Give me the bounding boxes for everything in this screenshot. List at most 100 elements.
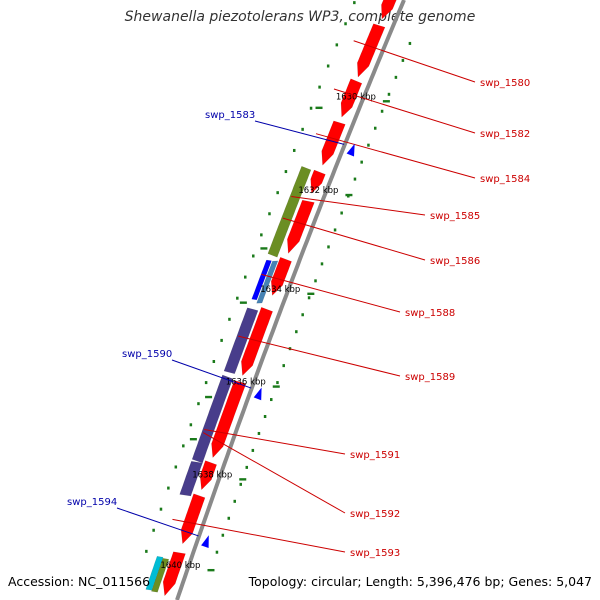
leader-line bbox=[204, 428, 346, 455]
tick-mark bbox=[344, 22, 347, 26]
tick-mark bbox=[309, 106, 313, 110]
tick-mark bbox=[276, 191, 279, 195]
tick-mark bbox=[367, 143, 370, 147]
major-tick bbox=[307, 292, 315, 295]
cds-arrow[interactable] bbox=[310, 169, 326, 194]
cds-arrow[interactable] bbox=[357, 23, 386, 78]
scale-label: 1640 kbp bbox=[160, 561, 200, 571]
tick-mark bbox=[236, 296, 239, 300]
cds-arrow[interactable] bbox=[321, 120, 346, 166]
tick-mark bbox=[189, 423, 193, 427]
feature-label-swp-1580[interactable]: swp_1580 bbox=[480, 78, 530, 89]
feature-label-swp-1588[interactable]: swp_1588 bbox=[405, 308, 455, 319]
cds-arrow[interactable] bbox=[340, 78, 363, 118]
tick-mark bbox=[227, 516, 231, 520]
cds-arrow[interactable] bbox=[180, 493, 206, 545]
tick-mark bbox=[327, 245, 330, 249]
feature-label-swp-1592[interactable]: swp_1592 bbox=[350, 509, 400, 520]
tick-mark bbox=[333, 228, 337, 232]
scale-label: 1630 kbp bbox=[336, 92, 376, 102]
tick-mark bbox=[167, 486, 170, 490]
leader-line bbox=[353, 40, 476, 83]
tick-mark bbox=[145, 549, 148, 553]
cds-arrow[interactable] bbox=[270, 256, 292, 296]
tick-mark bbox=[221, 533, 225, 537]
tick-mark bbox=[245, 465, 249, 469]
cds-arrow[interactable] bbox=[287, 199, 315, 254]
tick-mark bbox=[394, 75, 398, 79]
cds-arrow[interactable] bbox=[241, 306, 274, 377]
tick-mark bbox=[182, 444, 185, 448]
major-tick bbox=[260, 247, 268, 250]
tick-mark bbox=[301, 313, 304, 317]
feature-swp-1596[interactable] bbox=[145, 556, 164, 591]
feature-label-swp-1586[interactable]: swp_1586 bbox=[430, 256, 480, 267]
trna-arrow[interactable] bbox=[253, 387, 262, 401]
major-tick bbox=[382, 100, 390, 103]
cds-arrow[interactable] bbox=[162, 551, 186, 597]
feature-swp-1589[interactable] bbox=[223, 307, 259, 375]
tick-mark bbox=[212, 359, 216, 363]
tick-mark bbox=[282, 364, 285, 368]
scale-label: 1636 kbp bbox=[226, 378, 266, 388]
leader-line bbox=[333, 88, 476, 134]
trna-arrow[interactable] bbox=[346, 143, 355, 157]
tick-mark bbox=[174, 465, 178, 469]
tick-mark bbox=[360, 160, 363, 164]
tick-mark bbox=[295, 330, 298, 334]
tick-mark bbox=[159, 507, 163, 511]
feature-label-swp-1594[interactable]: swp_1594 bbox=[67, 497, 117, 508]
tick-mark bbox=[340, 211, 343, 215]
tick-mark bbox=[215, 550, 219, 554]
tick-mark bbox=[292, 148, 296, 152]
feature-label-swp-1583[interactable]: swp_1583 bbox=[205, 110, 255, 121]
major-tick bbox=[189, 438, 197, 441]
cds-arrow[interactable] bbox=[211, 380, 247, 459]
major-tick bbox=[239, 301, 247, 304]
feature-label-swp-1593[interactable]: swp_1593 bbox=[350, 548, 400, 559]
leader-line bbox=[282, 217, 426, 261]
tick-mark bbox=[252, 254, 255, 258]
feature-label-swp-1582[interactable]: swp_1582 bbox=[480, 129, 530, 140]
tick-mark bbox=[152, 528, 155, 532]
tick-mark bbox=[353, 177, 357, 181]
tick-mark bbox=[387, 92, 391, 96]
feature-swp-1588-b[interactable] bbox=[251, 259, 272, 301]
leader-line bbox=[172, 518, 346, 553]
tick-mark bbox=[260, 233, 263, 237]
feature-swp-1588-a[interactable] bbox=[256, 260, 279, 304]
tick-mark bbox=[284, 170, 288, 174]
major-tick bbox=[239, 478, 247, 481]
feature-swp-1595[interactable] bbox=[151, 557, 170, 593]
feature-label-swp-1590[interactable]: swp_1590 bbox=[122, 349, 172, 360]
feature-swp-1585[interactable] bbox=[267, 165, 312, 258]
cds-arrow[interactable] bbox=[381, 0, 397, 20]
tick-mark bbox=[239, 482, 242, 486]
scale-label: 1632 kbp bbox=[298, 186, 338, 196]
genome-summary: Topology: circular; Length: 5,396,476 bp… bbox=[248, 574, 592, 589]
tick-mark bbox=[314, 279, 317, 283]
tick-mark bbox=[401, 58, 405, 62]
leader-line bbox=[202, 432, 346, 514]
cds-arrow[interactable] bbox=[199, 460, 218, 491]
tick-mark bbox=[268, 212, 271, 216]
feature-label-swp-1591[interactable]: swp_1591 bbox=[350, 450, 400, 461]
tick-mark bbox=[257, 431, 261, 435]
leader-line bbox=[238, 335, 401, 377]
feature-swp-1591-b[interactable] bbox=[179, 461, 203, 497]
tick-mark bbox=[220, 338, 223, 342]
tick-mark bbox=[335, 43, 339, 47]
major-tick bbox=[315, 106, 323, 110]
feature-label-swp-1585[interactable]: swp_1585 bbox=[430, 211, 480, 222]
tick-mark bbox=[318, 85, 321, 89]
tick-mark bbox=[270, 398, 273, 402]
feature-label-swp-1584[interactable]: swp_1584 bbox=[480, 174, 530, 185]
tick-mark bbox=[228, 317, 231, 321]
major-tick bbox=[205, 395, 213, 399]
feature-swp-1591[interactable] bbox=[191, 374, 234, 464]
trna-arrow[interactable] bbox=[201, 535, 209, 548]
tick-mark bbox=[307, 296, 311, 300]
feature-label-swp-1589[interactable]: swp_1589 bbox=[405, 372, 455, 383]
genome-backbone bbox=[175, 0, 406, 600]
